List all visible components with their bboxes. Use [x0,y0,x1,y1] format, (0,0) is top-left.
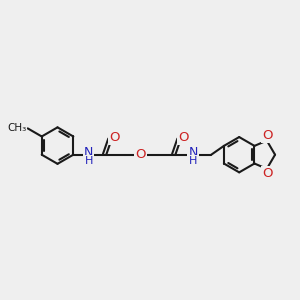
Text: O: O [262,129,273,142]
Text: O: O [135,148,146,161]
Text: CH₃: CH₃ [7,123,26,133]
Text: O: O [109,131,120,144]
Text: O: O [262,167,273,180]
Text: H: H [189,156,197,166]
Text: H: H [84,156,93,166]
Text: O: O [178,131,189,144]
Text: N: N [84,146,93,159]
Text: N: N [188,146,198,159]
